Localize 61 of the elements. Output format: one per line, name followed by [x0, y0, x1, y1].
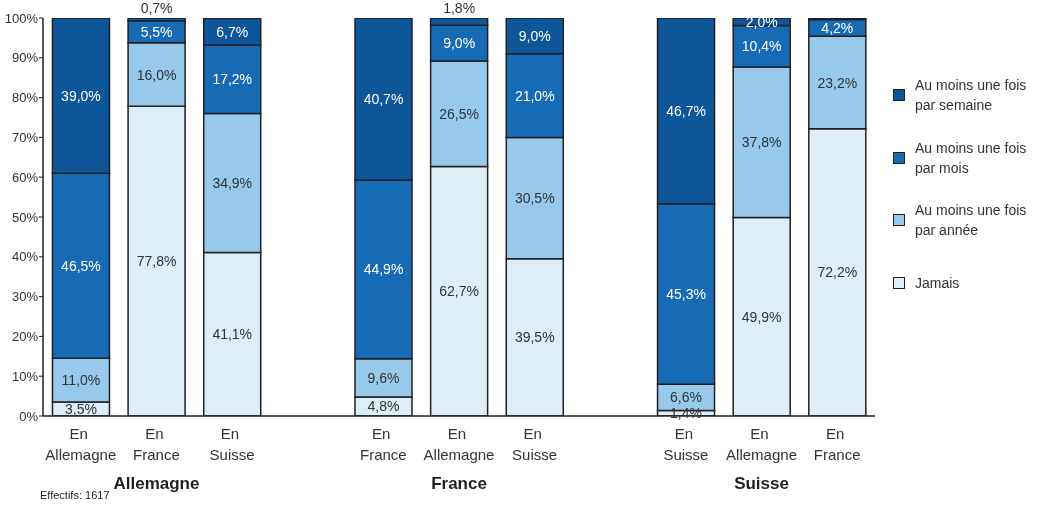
- y-tick-label: 70%: [11, 130, 39, 146]
- data-label: 46,5%: [61, 257, 101, 274]
- data-label: 4,8%: [367, 398, 400, 415]
- text: Suisse: [734, 473, 789, 493]
- data-label: 39,5%: [514, 329, 555, 346]
- data-label: 3,5%: [64, 401, 97, 418]
- data-label: 0,7%: [140, 0, 173, 16]
- text: France: [431, 473, 487, 493]
- data-label: 1,8%: [443, 0, 476, 16]
- data-label: 17,2%: [212, 71, 253, 88]
- data-label: 16,0%: [136, 66, 177, 83]
- legend-label: Au moins une fois par année: [915, 201, 1028, 241]
- text: Effectifs: 1617: [40, 489, 110, 501]
- data-label: 41,1%: [212, 326, 253, 343]
- data-label: 9,6%: [367, 369, 400, 386]
- data-label: 11,0%: [61, 372, 101, 389]
- y-tick-label: 90%: [11, 50, 39, 66]
- x-tick-label: En Allemagne: [45, 424, 117, 464]
- data-label: 6,6%: [670, 389, 703, 406]
- data-label: 4,2%: [821, 19, 854, 36]
- data-label: 62,7%: [439, 283, 479, 300]
- data-label: 34,9%: [212, 175, 253, 192]
- data-label: 77,8%: [136, 253, 177, 270]
- y-tick-label: 100%: [4, 10, 39, 26]
- data-label: 23,2%: [817, 74, 858, 91]
- x-tick-label: En France: [360, 424, 407, 464]
- data-label: 9,0%: [518, 27, 551, 44]
- x-tick-label: En France: [813, 424, 861, 464]
- y-tick-label: 30%: [11, 289, 39, 305]
- data-label: 72,2%: [817, 264, 858, 281]
- legend-label: Au moins une fois par semaine: [915, 76, 1028, 116]
- data-label: 40,7%: [363, 91, 404, 108]
- y-tick-label: 0%: [19, 408, 39, 424]
- legend-label: Au moins une fois par mois: [915, 138, 1028, 178]
- data-label: 10,4%: [741, 38, 782, 55]
- data-label: 9,0%: [443, 35, 476, 52]
- y-tick-label: 60%: [11, 169, 39, 185]
- data-label: 46,7%: [666, 102, 706, 119]
- x-tick-label: En Allemagne: [726, 424, 797, 464]
- x-tick-label: En Suisse: [663, 424, 709, 464]
- x-tick-label: En Suisse: [512, 424, 558, 464]
- data-label: 30,5%: [514, 190, 555, 207]
- data-label: 26,5%: [439, 105, 479, 122]
- legend-label: Jamais: [915, 273, 961, 293]
- x-tick-label: En France: [133, 424, 180, 464]
- x-tick-label: En Allemagne: [423, 424, 495, 464]
- y-tick-label: 40%: [11, 249, 39, 265]
- data-label: 6,7%: [216, 23, 249, 40]
- y-tick-label: 10%: [11, 368, 39, 384]
- y-tick-label: 50%: [11, 209, 39, 225]
- data-label: 5,5%: [140, 23, 173, 40]
- text: Allemagne: [113, 473, 200, 493]
- data-label: 39,0%: [61, 87, 101, 104]
- data-label: 21,0%: [514, 87, 555, 104]
- data-label: 45,3%: [666, 286, 706, 303]
- data-label: 44,9%: [363, 261, 404, 278]
- y-tick-label: 20%: [11, 329, 39, 345]
- data-label: 49,9%: [741, 308, 782, 325]
- x-tick-label: En Suisse: [209, 424, 255, 464]
- data-label: 37,8%: [741, 134, 782, 151]
- y-tick-label: 80%: [11, 90, 39, 106]
